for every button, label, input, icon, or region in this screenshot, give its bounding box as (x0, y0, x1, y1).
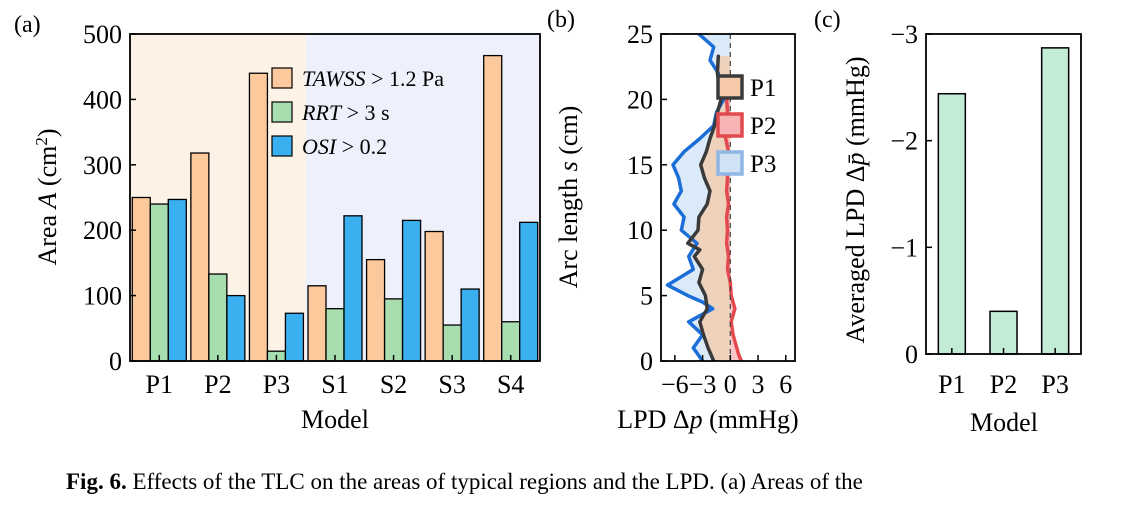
legend-swatch-p2 (716, 112, 744, 138)
panel-b-legend: P1 P2 P3 (716, 74, 776, 178)
panel-b-x-label: LPD Δp (mmHg) (617, 405, 798, 434)
x-tick-label-s3: S3 (438, 370, 465, 399)
y-tick-label: 15 (627, 151, 653, 180)
x-tick-label-p1: P1 (938, 370, 965, 399)
x-tick-label: 6 (779, 370, 792, 399)
bar-rrt-s2 (383, 298, 404, 362)
bar-osi-s2 (401, 219, 422, 362)
panel-a-label: (a) (14, 12, 41, 38)
legend-swatch-osi (271, 135, 293, 157)
y-tick-label: 0 (109, 347, 122, 376)
panel-c-x-label: Model (970, 408, 1038, 437)
x-tick-label: −6 (661, 370, 689, 399)
x-tick-label: 3 (752, 370, 765, 399)
y-tick-label: 20 (627, 85, 653, 114)
y-tick-label: −2 (890, 127, 918, 156)
panel-c-y-label: Averaged LPD Δp̄ (mmHg) (841, 56, 870, 343)
panel-b-x-ticks: −6 −3 0 3 6 (661, 355, 792, 399)
y-tick-label: 0 (640, 347, 653, 376)
panel-a-y-label: Area A (cm2) (32, 129, 63, 266)
x-tick-label: −3 (689, 370, 717, 399)
legend-label-rrt: RRT > 3 s (301, 100, 390, 125)
panel-a: (a) 0 100 200 300 400 500 P1 P2 P3 S1 S2 S3 S4 Mode… (14, 12, 541, 434)
bar-tawss-s1 (307, 285, 327, 362)
bar-rrt-p1 (149, 203, 169, 362)
bar-osi-s1 (343, 215, 363, 362)
x-tick-label-s2: S2 (380, 370, 407, 399)
x-tick-label-p3: P3 (263, 370, 290, 399)
bar-p1 (937, 92, 967, 355)
legend-label-p3: P3 (750, 151, 776, 178)
panel-b-frame (660, 33, 796, 362)
legend-swatch-p1 (716, 74, 744, 100)
bar-tawss-p1 (131, 196, 151, 362)
y-tick-label: 400 (83, 85, 122, 114)
y-tick-label: 10 (627, 216, 653, 245)
bar-p2 (989, 310, 1018, 355)
panel-c-label: (c) (814, 7, 841, 33)
legend-swatch-tawss (271, 67, 293, 89)
y-tick-label: 25 (627, 20, 653, 49)
panel-c: (c) 0 −1 −2 −3 P1 P2 P3 Model Averaged LPD Δp… (814, 7, 1082, 437)
x-tick-label: 0 (724, 370, 737, 399)
panel-c-bars (937, 47, 1070, 355)
panel-b-y-ticks: 0 5 10 15 20 25 (627, 20, 667, 376)
panel-a-legend: TAWSS > 1.2 Pa RRT > 3 s OSI > 0.2 (271, 66, 444, 159)
y-tick-label: 100 (83, 282, 122, 311)
bar-p3 (1040, 47, 1070, 355)
panel-b-label: (b) (547, 7, 575, 33)
caption-text: Effects of the TLC on the areas of typic… (132, 469, 863, 494)
panel-a-x-label: Model (301, 405, 369, 434)
y-tick-label: 5 (640, 282, 653, 311)
x-tick-label-s1: S1 (321, 370, 348, 399)
legend-label-osi: OSI > 0.2 (302, 134, 387, 159)
y-tick-label: −1 (890, 233, 918, 262)
bar-osi-p2 (226, 294, 246, 362)
bar-osi-p1 (167, 198, 187, 362)
legend-label-tawss: TAWSS > 1.2 Pa (302, 66, 444, 91)
panel-c-y-ticks: 0 −1 −2 −3 (890, 20, 932, 369)
bar-osi-s3 (460, 288, 480, 362)
y-tick-label: 300 (83, 151, 122, 180)
panel-a-bars (131, 54, 539, 362)
panel-a-x-ticks: P1 P2 P3 S1 S2 S3 S4 (146, 355, 524, 399)
y-tick-label: 200 (83, 216, 122, 245)
legend-swatch-rrt (271, 101, 293, 123)
panel-b-y-label: Arc length s (cm) (554, 106, 583, 289)
bar-rrt-s1 (325, 308, 345, 362)
x-tick-label-p2: P2 (990, 370, 1017, 399)
x-tick-label-s4: S4 (497, 370, 524, 399)
y-tick-label: 500 (83, 20, 122, 49)
bar-tawss-s2 (365, 258, 386, 362)
x-tick-label-p1: P1 (146, 370, 173, 399)
legend-swatch-p3 (716, 150, 744, 176)
legend-label-p2: P2 (750, 113, 776, 140)
caption-label: Fig. 6. (66, 469, 127, 494)
legend-label-p1: P1 (750, 75, 776, 102)
bar-tawss-p2 (190, 152, 210, 362)
bar-tawss-s4 (483, 54, 503, 362)
bar-osi-p3 (284, 312, 305, 362)
y-tick-label: −3 (890, 20, 918, 49)
bar-tawss-p3 (248, 72, 269, 362)
bar-osi-s4 (519, 221, 539, 362)
x-tick-label-p3: P3 (1041, 370, 1068, 399)
panel-a-y-ticks: 0 100 200 300 400 500 (83, 20, 136, 376)
bar-rrt-p2 (208, 273, 228, 362)
figure-caption: Fig. 6. Effects of the TLC on the areas … (66, 468, 1106, 496)
bar-tawss-s3 (424, 230, 444, 362)
x-tick-label-p2: P2 (204, 370, 231, 399)
panel-c-x-ticks: P1 P2 P3 (938, 348, 1069, 399)
y-tick-label: 0 (905, 340, 918, 369)
